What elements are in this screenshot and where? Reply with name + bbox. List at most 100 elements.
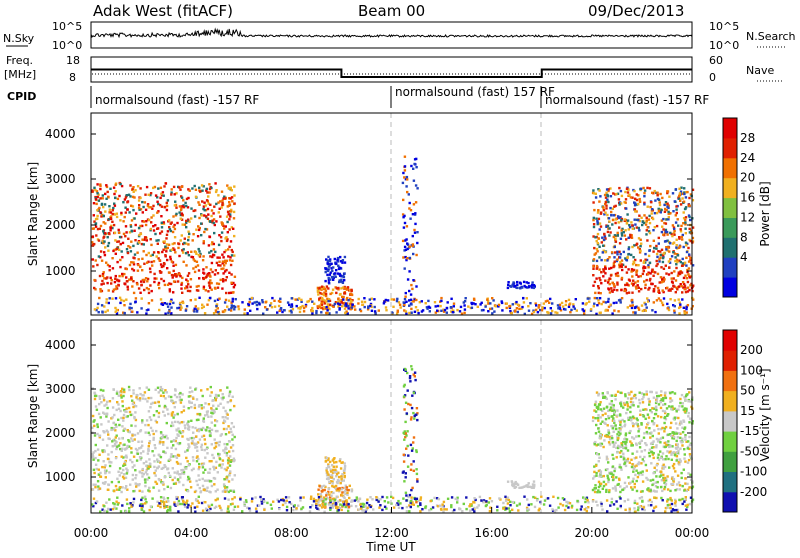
- scatter-cell: [148, 466, 150, 468]
- scatter-cell: [172, 226, 174, 228]
- scatter-cell: [681, 291, 683, 293]
- scatter-cell: [639, 456, 641, 458]
- scatter-cell: [134, 253, 136, 255]
- scatter-cell: [222, 256, 224, 258]
- scatter-cell: [196, 413, 198, 415]
- scatter-cell: [121, 437, 123, 439]
- scatter-cell: [232, 298, 234, 300]
- scatter-cell: [221, 200, 223, 202]
- scatter-cell: [227, 425, 229, 427]
- scatter-cell: [218, 234, 220, 236]
- scatter-cell: [656, 490, 658, 492]
- scatter-cell: [599, 222, 601, 224]
- scatter-cell: [296, 305, 298, 307]
- scatter-cell: [103, 240, 105, 242]
- scatter-cell: [643, 280, 645, 282]
- scatter-cell: [626, 188, 628, 190]
- scatter-cell: [154, 444, 156, 446]
- scatter-cell: [437, 305, 439, 307]
- scatter-cell: [234, 474, 236, 476]
- scatter-cell: [658, 242, 660, 244]
- scatter-cell: [526, 297, 528, 299]
- scatter-cell: [348, 506, 350, 508]
- scatter-cell: [634, 202, 636, 204]
- freq-trace: [91, 70, 692, 78]
- scatter-cell: [402, 172, 404, 174]
- scatter-cell: [103, 510, 105, 512]
- scatter-cell: [233, 509, 235, 511]
- scatter-cell: [120, 396, 122, 398]
- scatter-cell: [128, 211, 130, 213]
- scatter-cell: [480, 499, 482, 501]
- scatter-cell: [113, 422, 115, 424]
- scatter-cell: [403, 301, 405, 303]
- scatter-cell: [327, 477, 329, 479]
- scatter-cell: [682, 265, 684, 267]
- scatter-cell: [164, 240, 166, 242]
- power-cbar-tick: 12: [740, 210, 755, 224]
- scatter-cell: [133, 217, 135, 219]
- scatter-cell: [210, 268, 212, 270]
- scatter-cell: [614, 246, 616, 248]
- scatter-cell: [654, 413, 656, 415]
- scatter-cell: [124, 487, 126, 489]
- scatter-cell: [225, 236, 227, 238]
- scatter-cell: [164, 206, 166, 208]
- scatter-cell: [648, 250, 650, 252]
- scatter-cell: [96, 468, 98, 470]
- scatter-cell: [99, 211, 101, 213]
- scatter-cell: [166, 468, 168, 470]
- scatter-cell: [619, 421, 621, 423]
- scatter-cell: [681, 441, 683, 443]
- scatter-cell: [98, 403, 100, 405]
- scatter-cell: [675, 500, 677, 502]
- scatter-cell: [656, 253, 658, 255]
- scatter-cell: [313, 303, 315, 305]
- scatter-cell: [263, 509, 265, 511]
- scatter-cell: [187, 443, 189, 445]
- scatter-cell: [133, 292, 135, 294]
- scatter-cell: [675, 263, 677, 265]
- scatter-cell: [226, 417, 228, 419]
- scatter-cell: [152, 205, 154, 207]
- scatter-cell: [175, 437, 177, 439]
- scatter-cell: [119, 266, 121, 268]
- scatter-cell: [684, 453, 686, 455]
- scatter-cell: [94, 398, 96, 400]
- scatter-cell: [657, 415, 659, 417]
- scatter-cell: [681, 477, 683, 479]
- scatter-cell: [101, 395, 103, 397]
- scatter-cell: [498, 304, 500, 306]
- scatter-cell: [684, 312, 686, 314]
- velocity-scatter: [91, 365, 694, 513]
- scatter-cell: [677, 275, 679, 277]
- scatter-cell: [613, 470, 615, 472]
- scatter-cell: [120, 491, 122, 493]
- scatter-cell: [111, 416, 113, 418]
- scatter-cell: [185, 226, 187, 228]
- scatter-cell: [638, 287, 640, 289]
- scatter-cell: [93, 287, 95, 289]
- scatter-cell: [621, 263, 623, 265]
- scatter-cell: [248, 301, 250, 303]
- scatter-cell: [231, 260, 233, 262]
- scatter-cell: [246, 312, 248, 314]
- scatter-cell: [232, 228, 234, 230]
- scatter-cell: [198, 430, 200, 432]
- scatter-cell: [194, 271, 196, 273]
- scatter-cell: [233, 491, 235, 493]
- scatter-cell: [204, 449, 206, 451]
- scatter-cell: [177, 247, 179, 249]
- scatter-cell: [374, 310, 376, 312]
- scatter-cell: [187, 424, 189, 426]
- scatter-cell: [640, 471, 642, 473]
- scatter-cell: [616, 258, 618, 260]
- scatter-cell: [402, 240, 404, 242]
- scatter-cell: [409, 257, 411, 259]
- scatter-cell: [146, 478, 148, 480]
- scatter-cell: [667, 218, 669, 220]
- scatter-cell: [678, 236, 680, 238]
- scatter-cell: [227, 414, 229, 416]
- scatter-cell: [153, 466, 155, 468]
- scatter-cell: [629, 416, 631, 418]
